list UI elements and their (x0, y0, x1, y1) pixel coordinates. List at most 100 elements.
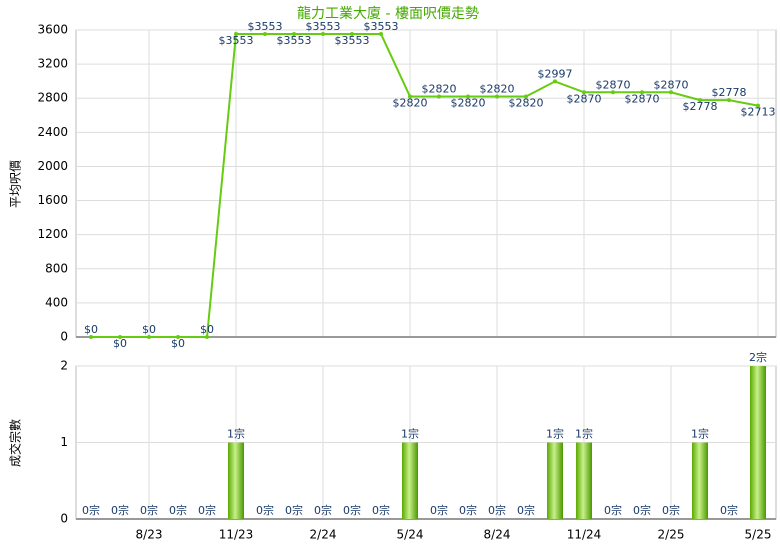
point (379, 32, 383, 37)
x-tick-label: 5/25 (745, 528, 772, 542)
value-label: 0宗 (430, 503, 448, 517)
value-label: 0宗 (604, 503, 622, 517)
bar (402, 442, 418, 519)
value-label: 1宗 (546, 427, 564, 441)
point (611, 90, 615, 95)
y-tick-label: 3600 (37, 23, 68, 37)
point (466, 94, 470, 99)
y-tick-label: 800 (45, 261, 68, 275)
value-label: 0宗 (140, 503, 158, 517)
value-label: 0宗 (111, 503, 129, 517)
value-label: 0宗 (459, 503, 477, 517)
value-label: $3553 (335, 34, 370, 47)
point (408, 94, 412, 99)
value-label: $3553 (364, 20, 399, 33)
bar (692, 442, 708, 519)
value-label: $3553 (248, 20, 283, 33)
value-label: $2820 (393, 97, 428, 110)
point (727, 98, 731, 103)
y-tick-label: 0 (60, 330, 68, 344)
value-label: 0宗 (256, 503, 274, 517)
value-label: $2870 (654, 78, 689, 91)
point (437, 94, 441, 99)
value-label: $2997 (538, 67, 573, 80)
value-label: $2778 (683, 100, 718, 113)
x-tick-label: 11/23 (219, 528, 254, 542)
value-label: $0 (142, 323, 156, 336)
value-label: $0 (113, 337, 127, 350)
plot-area (75, 29, 777, 338)
point (640, 90, 644, 95)
point (669, 90, 673, 95)
point (234, 32, 238, 37)
value-label: 1宗 (691, 427, 709, 441)
point (350, 32, 354, 37)
point (698, 98, 702, 103)
x-tick-label: 8/24 (484, 528, 511, 542)
value-label: $2820 (480, 83, 515, 96)
point (321, 32, 325, 37)
value-label: 0宗 (720, 503, 738, 517)
point (147, 335, 151, 339)
value-label: $2820 (509, 97, 544, 110)
value-label: $2870 (596, 78, 631, 91)
point (756, 103, 760, 108)
point (176, 335, 180, 339)
value-label: 0宗 (285, 503, 303, 517)
value-label: $2713 (741, 106, 776, 119)
x-tick-label: 8/23 (136, 528, 163, 542)
value-label: 0宗 (343, 503, 361, 517)
x-tick-label: 2/25 (658, 528, 685, 542)
value-label: 1宗 (227, 427, 245, 441)
point (524, 94, 528, 99)
value-label: 0宗 (198, 503, 216, 517)
point (205, 335, 209, 339)
y-tick-label: 1600 (37, 193, 68, 207)
x-tick-label: 11/24 (567, 528, 602, 542)
y-tick-label: 1 (60, 435, 68, 449)
point (553, 79, 557, 84)
value-label: 0宗 (662, 503, 680, 517)
value-label: $2870 (625, 92, 660, 105)
value-label: 0宗 (314, 503, 332, 517)
bar (750, 366, 766, 519)
value-label: 0宗 (517, 503, 535, 517)
value-label: $2870 (567, 92, 602, 105)
value-label: $0 (84, 323, 98, 336)
value-label: $2820 (422, 83, 457, 96)
point (118, 335, 122, 339)
value-label: 1宗 (575, 427, 593, 441)
point (263, 32, 267, 37)
value-label: $3553 (219, 34, 254, 47)
chart-title: 龍力工業大廈 - 樓面呎價走勢 (297, 5, 479, 22)
value-label: $3553 (277, 34, 312, 47)
y-axis-label: 平均呎價 (9, 160, 23, 208)
x-tick-label: 2/24 (310, 528, 337, 542)
value-label: $2778 (712, 86, 747, 99)
value-label: 2宗 (749, 350, 767, 364)
y-tick-label: 0 (60, 512, 68, 526)
y-tick-label: 2000 (37, 159, 68, 173)
value-label: $3553 (306, 20, 341, 33)
value-label: 0宗 (633, 503, 651, 517)
value-label: 0宗 (82, 503, 100, 517)
value-label: 1宗 (401, 427, 419, 441)
y-tick-label: 3200 (37, 57, 68, 71)
value-label: $2820 (451, 97, 486, 110)
x-tick-label: 5/24 (397, 528, 424, 542)
value-label: 0宗 (372, 503, 390, 517)
y-axis-label: 成交宗數 (8, 419, 23, 467)
line (91, 33, 759, 338)
value-label: 0宗 (488, 503, 506, 517)
value-label: $0 (171, 337, 185, 350)
point (89, 335, 93, 339)
y-tick-label: 400 (45, 295, 68, 309)
y-tick-label: 2 (60, 359, 68, 373)
point (495, 94, 499, 99)
y-tick-label: 1200 (37, 227, 68, 241)
value-label: 0宗 (169, 503, 187, 517)
value-label: $0 (200, 323, 214, 336)
bar (576, 442, 592, 519)
point (292, 32, 296, 37)
